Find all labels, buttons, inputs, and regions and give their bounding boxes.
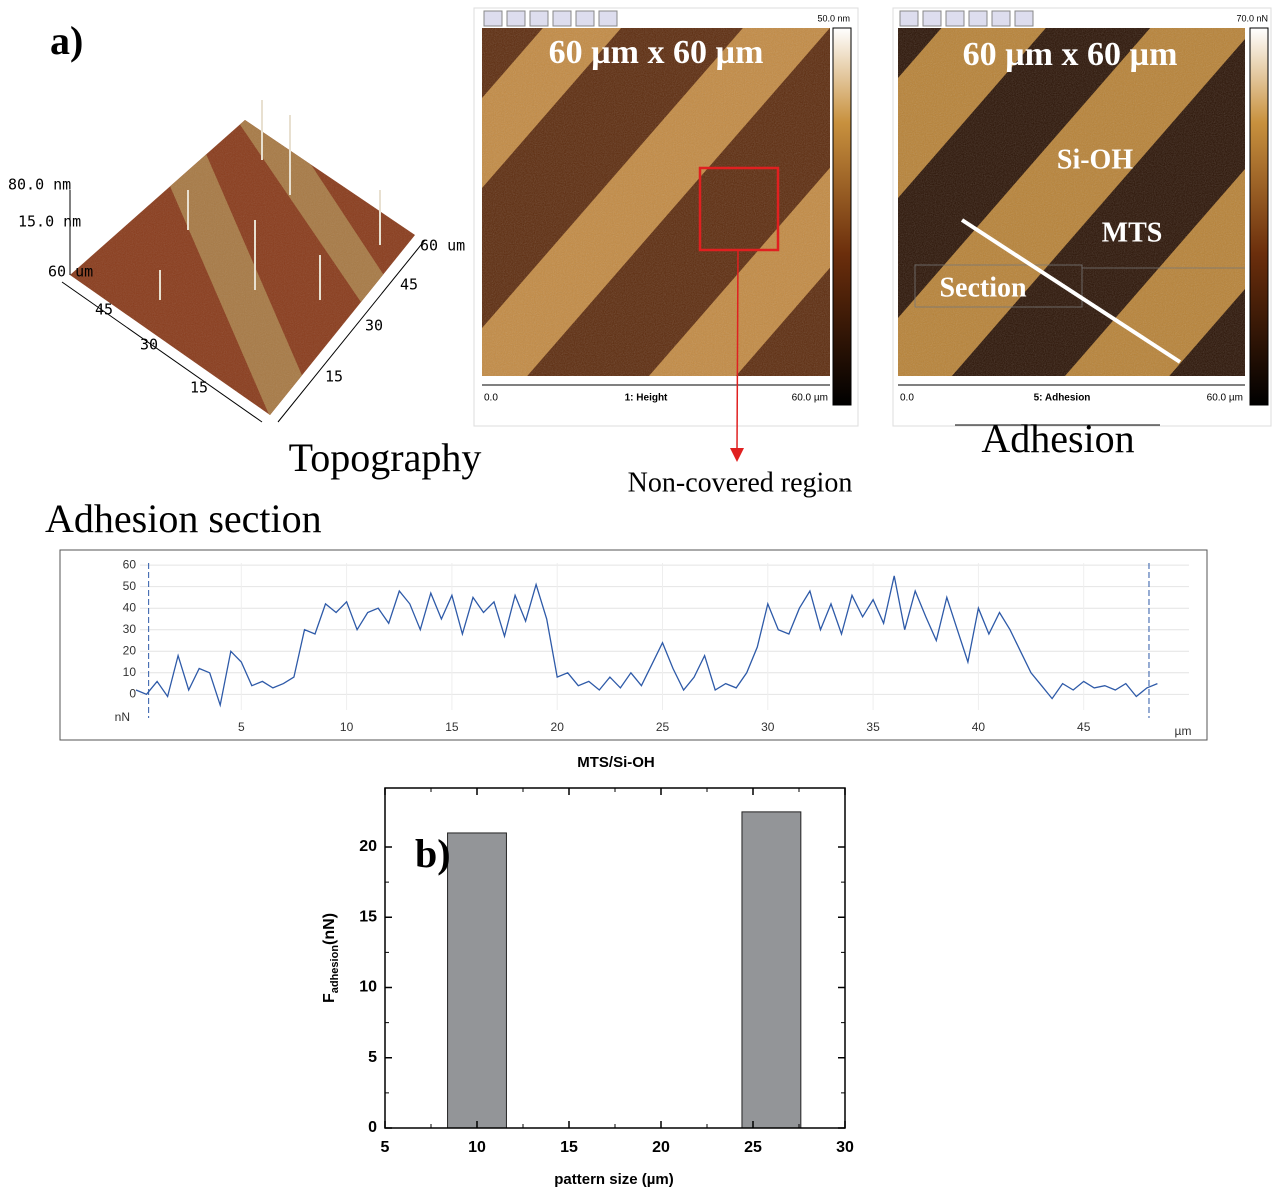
callout: Non-covered region [628,467,853,498]
y-tick-label: 60 [123,557,137,571]
adhesion-panel [892,7,1272,427]
region-label: MTS [1102,217,1163,248]
x-tick-label: 5 [238,720,245,734]
axis-label: 45 [95,301,113,319]
scale-end: 60.0 µm [792,393,828,404]
y-tick-label: 10 [359,979,377,996]
y-tick-label: 0 [129,686,136,700]
axis-label: 30 [365,317,383,335]
x-tick-label: 25 [744,1139,762,1156]
y-tick-label: 10 [123,665,137,679]
x-tick-label: 40 [972,720,986,734]
channel-label: 1: Height [625,393,668,404]
axis-label: 30 [140,336,158,354]
caption: Adhesion [981,416,1134,461]
image-overlay: 60 µm x 60 µm [549,34,764,71]
y-tick-label: 30 [123,622,137,636]
y-tick-label: 0 [368,1119,377,1136]
chart-title: MTS/Si-OH [577,754,655,771]
x-tick-label: 30 [836,1139,854,1156]
y-tick-label: 15 [359,908,377,925]
x-tick-label: 10 [340,720,354,734]
height-panel [473,7,859,462]
x-tick-label: 30 [761,720,775,734]
x-tick-label: 15 [560,1139,578,1156]
axis-label: 45 [400,276,418,294]
scale-max: 70.0 nN [1236,13,1268,23]
x-unit: µm [1175,724,1192,738]
y-tick-label: 20 [359,838,377,855]
axis-label: 15 [325,368,343,386]
y-tick-label: 50 [123,579,137,593]
chart-frame [59,549,1208,741]
scale-max: 50.0 nm [817,13,850,23]
caption: Topography [289,435,482,480]
y-tick-label: 40 [123,600,137,614]
y-label-sub: adhesion [329,945,341,994]
z-label: 80.0 nm [8,176,71,194]
x-tick-label: 20 [652,1139,670,1156]
x-tick-label: 35 [866,720,880,734]
scale-start: 0.0 [484,393,498,404]
axis-label: 60 um [420,237,465,255]
axis-label: 15 [190,379,208,397]
panel-label: b) [415,831,451,876]
x-tick-label: 45 [1077,720,1091,734]
bar [741,811,802,1129]
y-axis-label: Fadhesion(nN) [321,913,341,1003]
x-tick-label: 5 [381,1139,390,1156]
y-tick-label: 5 [368,1049,377,1066]
y-label-main: F [321,993,338,1003]
scale-end: 60.0 µm [1207,393,1243,404]
channel-label: 5: Adhesion [1034,393,1091,404]
x-tick-label: 20 [551,720,565,734]
series-line [135,575,1158,708]
x-tick-label: 15 [445,720,459,734]
y-unit: nN [115,710,130,724]
panel-label: a) [50,18,83,63]
image-overlay: 60 µm x 60 µm [963,36,1178,73]
bar [447,832,507,1129]
x-tick-label: 10 [468,1139,486,1156]
y-label-unit: (nN) [321,913,338,945]
topography-render [61,100,426,423]
region-label: Si-OH [1057,144,1133,175]
z-label: 15.0 nm [18,213,81,231]
section-label: Section [939,272,1027,303]
axis-label: 60 um [48,263,93,281]
y-tick-label: 20 [123,643,137,657]
chart-title: Adhesion section [45,496,322,541]
x-axis-label: pattern size (µm) [554,1171,674,1188]
x-tick-label: 25 [656,720,670,734]
scale-start: 0.0 [900,393,914,404]
